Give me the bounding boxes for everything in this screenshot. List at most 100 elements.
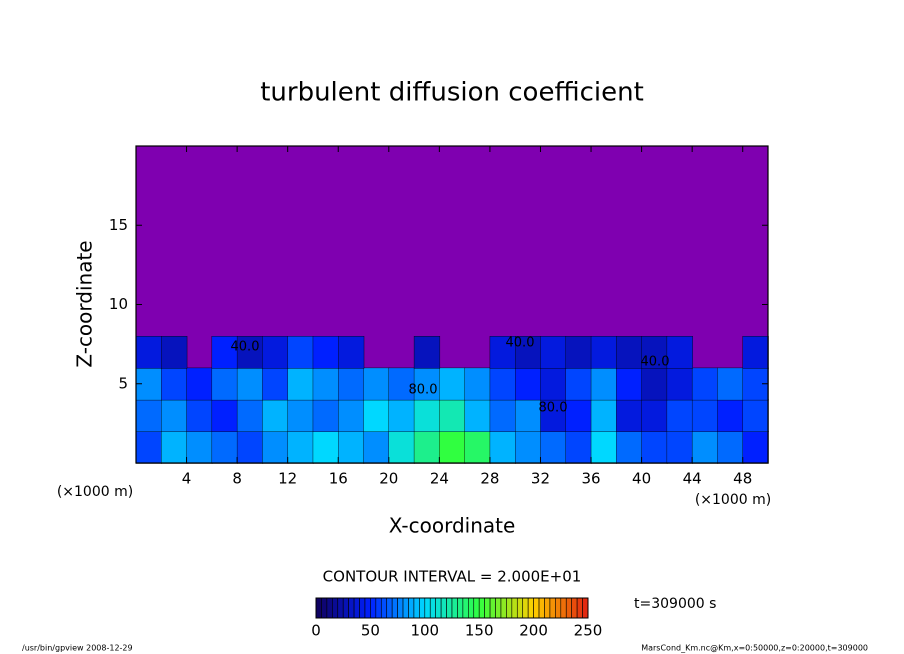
- colorbar-segment: [527, 597, 534, 619]
- x-tick-label: 40: [632, 470, 651, 488]
- colorbar-segment: [451, 597, 458, 619]
- field-cell: [161, 367, 188, 401]
- y-axis-label: Z-coordinate: [73, 240, 97, 367]
- field-cell: [717, 431, 744, 464]
- field-cell: [489, 336, 516, 369]
- colorbar-segment: [375, 597, 382, 619]
- colorbar-segment: [506, 597, 513, 619]
- field-cell: [666, 336, 693, 369]
- x-tick-label: 12: [278, 470, 297, 488]
- colorbar-tick-label: 100: [410, 622, 439, 640]
- colorbar-segment: [315, 597, 322, 619]
- colorbar-segment: [353, 597, 360, 619]
- field-cell: [666, 399, 693, 433]
- field-cell: [515, 431, 542, 464]
- x-tick-label: 36: [581, 470, 600, 488]
- field-cell: [641, 336, 668, 369]
- colorbar-segment: [533, 597, 540, 619]
- x-tick-label: 48: [733, 470, 752, 488]
- field-cell: [691, 431, 719, 464]
- field-cell: [388, 367, 415, 401]
- contour-label: 80.0: [409, 383, 438, 398]
- field-cell: [464, 367, 491, 401]
- field-cell: [388, 399, 415, 433]
- field-cell: [565, 336, 592, 369]
- field-cell: [641, 431, 668, 464]
- colorbar-segment: [478, 597, 485, 619]
- colorbar-segment: [446, 597, 453, 619]
- field-cell: [565, 399, 592, 433]
- field-cell: [338, 399, 365, 433]
- colorbar-segment: [489, 597, 496, 619]
- contour-label: 40.0: [231, 340, 260, 355]
- colorbar-segment: [380, 597, 388, 619]
- field-cell: [413, 367, 441, 401]
- y-tick-label: 5: [118, 374, 128, 392]
- footer: MarsCond_Km.nc@Km,x=0:50000,z=0:20000,t=…: [641, 644, 868, 653]
- field-cell: [540, 367, 567, 401]
- field-cell: [211, 399, 238, 433]
- field-cell: [641, 367, 668, 401]
- field-cell: [161, 399, 188, 433]
- field-cell: [641, 399, 668, 433]
- time-label: t=309000 s: [634, 596, 716, 612]
- field-cell: [742, 399, 769, 433]
- contour-label: 40.0: [641, 355, 670, 370]
- field-cell: [363, 367, 390, 401]
- colorbar-segment: [457, 597, 464, 619]
- contour-interval: CONTOUR INTERVAL = 2.000E+01: [323, 568, 582, 586]
- field-cell: [691, 399, 719, 433]
- field-cell: [338, 336, 365, 369]
- field-cell: [236, 367, 264, 401]
- colorbar-segment: [549, 597, 556, 619]
- field-cell: [489, 431, 516, 464]
- colorbar-tick-label: 50: [361, 622, 380, 640]
- field-cell: [413, 399, 441, 433]
- colorbar-segment: [462, 597, 469, 619]
- field-cell: [413, 431, 441, 464]
- field-cell: [312, 431, 339, 464]
- field-cell: [186, 367, 213, 401]
- colorbar-segment: [348, 597, 355, 619]
- contour-label: 80.0: [539, 401, 568, 416]
- field-cell: [262, 431, 289, 464]
- field-cell: [464, 431, 491, 464]
- field-cell: [363, 431, 390, 464]
- colorbar-segment: [473, 597, 480, 619]
- colorbar-tick-label: 200: [519, 622, 548, 640]
- colorbar-segment: [565, 597, 572, 619]
- field-cell: [540, 399, 567, 433]
- x-tick-label: 24: [430, 470, 449, 488]
- colorbar-tick-label: 0: [311, 622, 321, 640]
- field-cell: [489, 367, 516, 401]
- field-cell: [186, 431, 213, 464]
- y-tick-label: 10: [109, 295, 128, 313]
- field-cell: [691, 367, 719, 401]
- field-cell: [363, 399, 390, 433]
- field-cell: [742, 431, 769, 464]
- field-cell: [540, 431, 567, 464]
- field-cell: [287, 399, 314, 433]
- field-cell: [135, 399, 162, 433]
- x-axis-label: X-coordinate: [389, 514, 516, 538]
- field-cell: [287, 367, 314, 401]
- field-cell: [439, 399, 466, 433]
- colorbar-segment: [424, 597, 431, 619]
- colorbar-segment: [413, 597, 420, 619]
- field-cell: [717, 367, 744, 401]
- colorbar-segment: [419, 597, 426, 619]
- field-cell: [515, 336, 542, 369]
- field-cell: [565, 431, 592, 464]
- field-cell: [439, 367, 466, 401]
- x-tick-label: 32: [531, 470, 550, 488]
- colorbar-segment: [544, 597, 551, 619]
- field-cell: [616, 336, 643, 369]
- colorbar-segment: [511, 597, 518, 619]
- colorbar-tick-label: 150: [465, 622, 494, 640]
- field-cell: [262, 399, 289, 433]
- contour-label: 40.0: [506, 336, 535, 351]
- field-cell: [717, 399, 744, 433]
- field-cell: [312, 367, 339, 401]
- colorbar-segment: [326, 597, 333, 619]
